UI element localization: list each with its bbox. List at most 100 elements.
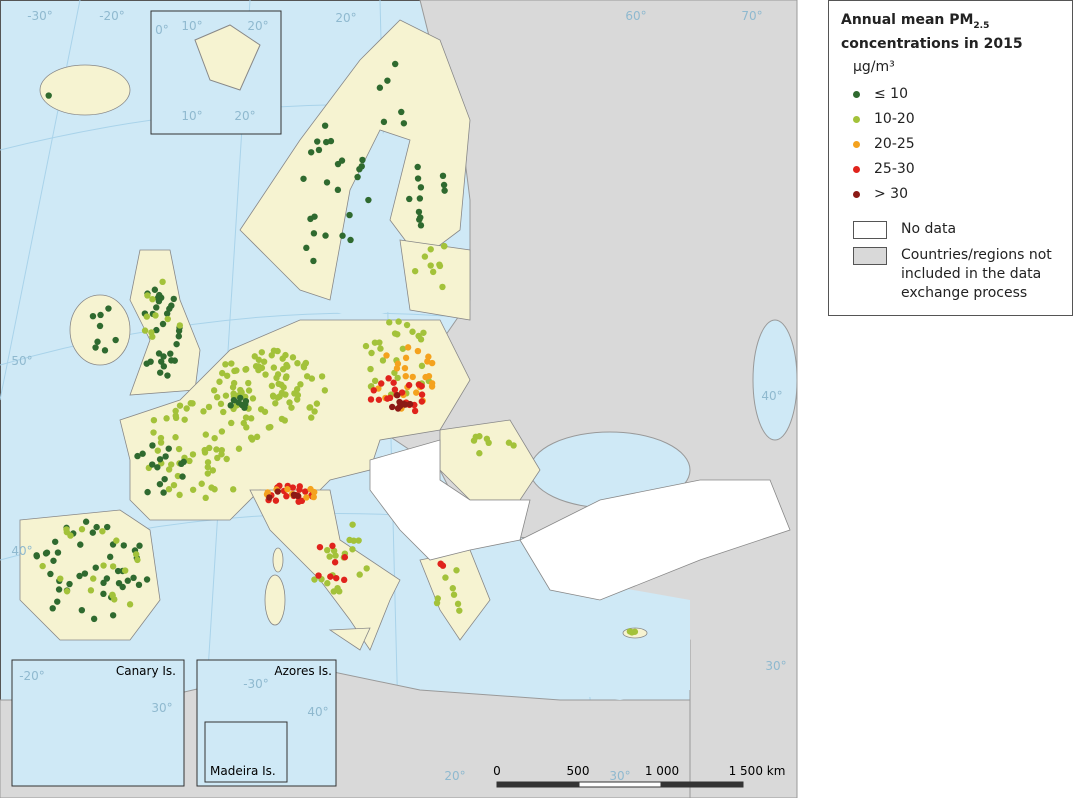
no-data-areas: [369, 439, 791, 601]
station: [90, 575, 97, 582]
station: [249, 395, 257, 402]
station: [505, 439, 513, 446]
station: [411, 267, 419, 275]
station: [394, 392, 401, 399]
legend-label: 25-30: [874, 161, 915, 177]
legend-item: 20-25: [853, 134, 915, 154]
station: [288, 404, 295, 411]
station: [253, 433, 261, 441]
station: [168, 302, 175, 309]
station: [159, 278, 166, 286]
station: [284, 486, 291, 493]
station: [76, 572, 83, 580]
station: [395, 318, 402, 325]
station: [356, 571, 363, 578]
station: [149, 295, 156, 303]
station: [90, 615, 98, 623]
station: [157, 439, 165, 446]
station: [437, 560, 444, 568]
station: [300, 364, 308, 371]
station: [43, 549, 51, 556]
graticule-label: 20°: [335, 11, 356, 25]
station: [274, 371, 282, 378]
station: [282, 374, 290, 382]
station: [341, 554, 349, 561]
station: [272, 400, 279, 407]
station: [436, 262, 444, 270]
station: [154, 447, 162, 454]
station: [228, 360, 235, 367]
station: [283, 361, 290, 369]
station: [355, 537, 362, 544]
station: [154, 464, 161, 471]
station: [334, 584, 341, 592]
station: [308, 414, 315, 421]
station: [367, 365, 374, 373]
scale-label: 1 000: [645, 764, 679, 778]
station: [390, 379, 397, 386]
station: [258, 364, 266, 372]
station: [99, 528, 106, 535]
station: [376, 84, 384, 91]
station: [376, 339, 383, 346]
station: [173, 340, 180, 348]
station: [151, 286, 159, 293]
station: [268, 382, 276, 390]
station: [160, 353, 167, 360]
legend-item: 10-20: [853, 109, 915, 129]
station: [120, 542, 127, 549]
station: [124, 577, 131, 584]
station: [441, 187, 448, 194]
station: [153, 304, 160, 311]
station: [230, 486, 237, 493]
station: [214, 454, 221, 462]
station: [89, 312, 97, 320]
station: [97, 311, 104, 319]
station: [326, 553, 333, 560]
legend-label: No data: [901, 221, 957, 237]
inset-label: Azores Is.: [274, 664, 332, 678]
station: [311, 408, 318, 415]
station: [167, 350, 174, 357]
station: [380, 118, 388, 126]
graticule-label: 0°: [155, 23, 169, 37]
station: [103, 575, 111, 582]
station: [130, 574, 137, 582]
station: [204, 459, 212, 466]
station: [242, 366, 249, 373]
station: [311, 488, 318, 496]
legend-item: > 30: [853, 184, 908, 204]
station: [439, 283, 446, 291]
station: [384, 77, 391, 84]
station: [160, 363, 168, 370]
station: [375, 396, 383, 403]
station: [303, 494, 310, 501]
station: [286, 399, 293, 406]
station: [176, 322, 184, 329]
station: [377, 345, 384, 352]
station: [228, 419, 235, 427]
map: Canary Is. Azores Is. Madeira Is. 0 500 1 …: [0, 0, 798, 798]
station: [294, 391, 302, 399]
station: [308, 375, 316, 382]
legend-label: > 30: [874, 186, 908, 202]
station: [340, 576, 348, 584]
station: [398, 389, 406, 396]
station: [280, 384, 287, 391]
station: [456, 607, 463, 614]
station: [403, 321, 411, 329]
station: [139, 450, 146, 457]
station: [379, 357, 387, 364]
station: [229, 384, 237, 391]
station: [409, 328, 416, 335]
station: [101, 347, 109, 354]
station: [178, 460, 185, 468]
station: [164, 372, 171, 379]
station: [311, 576, 318, 583]
station: [92, 564, 99, 571]
station: [201, 446, 208, 454]
station: [189, 400, 196, 407]
station: [383, 352, 390, 359]
station: [63, 588, 71, 595]
